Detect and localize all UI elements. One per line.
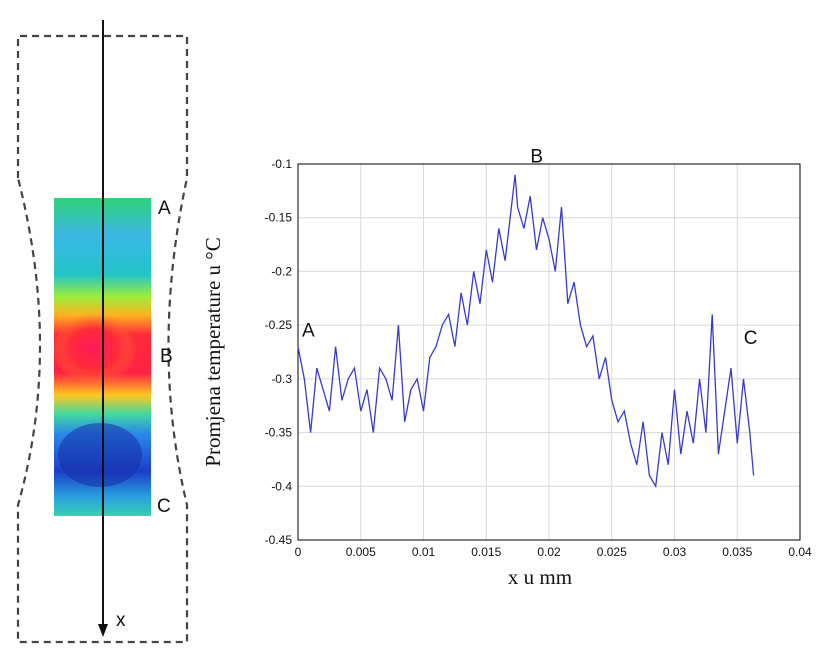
grid-lines bbox=[298, 164, 800, 540]
x-tick-label: 0.025 bbox=[597, 545, 627, 559]
y-tick-label: -0.35 bbox=[265, 426, 293, 440]
plot-frame bbox=[297, 163, 801, 541]
x-tick-label: 0 bbox=[295, 545, 302, 559]
x-tick-label: 0.02 bbox=[537, 545, 561, 559]
y-axis-title: Promjena temperature u °C bbox=[201, 237, 225, 466]
temperature-chart: 0 0.005 0.01 0.015 0.02 0.025 0.03 0.035 0.04 -0.… bbox=[201, 146, 812, 589]
point-annotations: A B C bbox=[302, 146, 757, 349]
x-tick-label: 0.005 bbox=[346, 545, 376, 559]
tick-labels: 0 0.005 0.01 0.015 0.02 0.025 0.03 0.035 0.04 -0.… bbox=[265, 157, 812, 559]
x-axis-title: x u mm bbox=[508, 565, 572, 589]
temperature-series-line bbox=[297, 174, 755, 489]
specimen-label-b: B bbox=[160, 346, 173, 367]
chart-annotation-b: B bbox=[530, 146, 543, 167]
x-axis-arrowhead bbox=[98, 624, 108, 637]
specimen-outline bbox=[16, 34, 189, 644]
x-tick-label: 0.01 bbox=[412, 545, 436, 559]
specimen-label-a: A bbox=[158, 198, 171, 219]
y-tick-label: -0.3 bbox=[271, 372, 292, 386]
thermal-coldspot bbox=[58, 423, 142, 487]
specimen-label-c: C bbox=[157, 496, 171, 517]
y-tick-label: -0.25 bbox=[265, 318, 293, 332]
specimen-x-label: x bbox=[116, 610, 126, 631]
x-tick-label: 0.03 bbox=[663, 545, 687, 559]
y-tick-label: -0.2 bbox=[271, 264, 292, 278]
chart-annotation-c: C bbox=[744, 328, 758, 349]
y-tick-label: -0.4 bbox=[271, 479, 292, 493]
y-tick-label: -0.1 bbox=[271, 157, 292, 171]
x-tick-label: 0.035 bbox=[722, 545, 752, 559]
thermal-hotspot bbox=[54, 313, 142, 385]
y-tick-label: -0.15 bbox=[265, 211, 293, 225]
y-tick-label: -0.45 bbox=[265, 533, 293, 547]
x-tick-label: 0.04 bbox=[788, 545, 812, 559]
specimen-schematic: x A B C bbox=[16, 20, 189, 644]
chart-annotation-a: A bbox=[302, 321, 315, 342]
x-tick-label: 0.015 bbox=[471, 545, 501, 559]
